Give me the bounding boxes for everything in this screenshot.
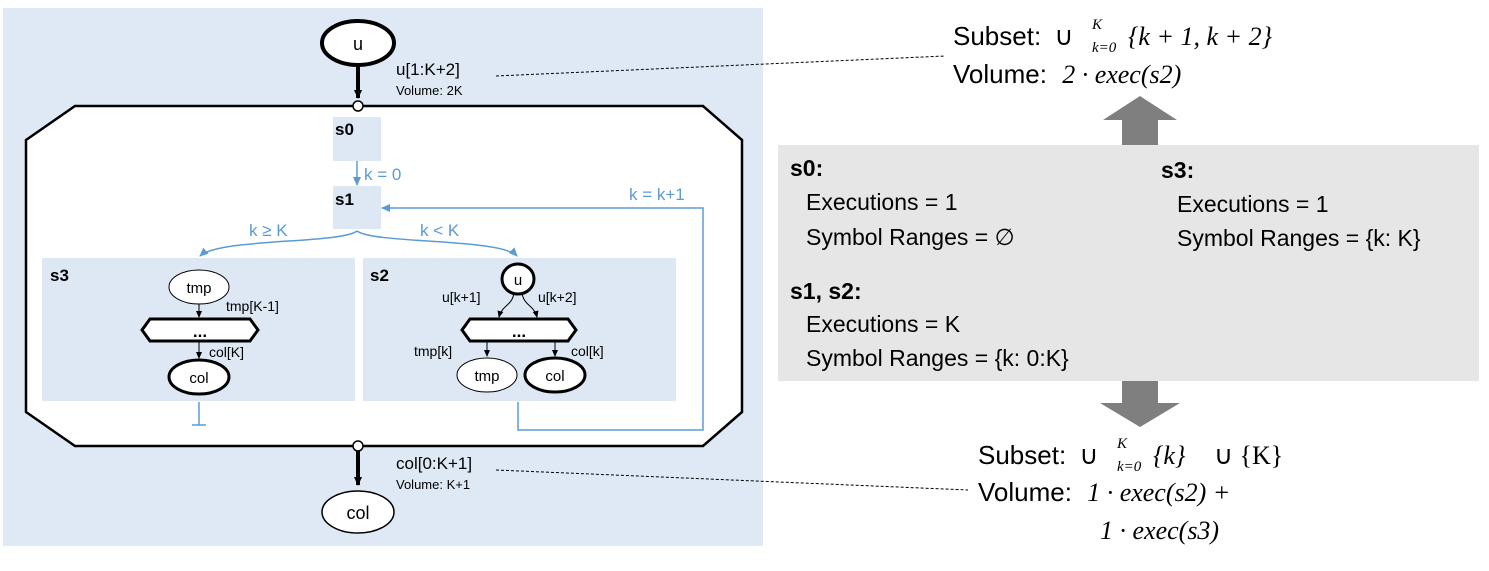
nested-sdfg-out-connector	[352, 440, 364, 452]
bottom-volume-line1: 1 · exec(s2) +	[1087, 478, 1230, 507]
edge-exit	[199, 230, 358, 257]
analysis-s3-title: s3:	[1161, 157, 1194, 183]
input-access-node[interactable]	[320, 19, 396, 67]
top-result-volume: Volume: 2 · exec(s2)	[953, 59, 1181, 89]
s3-in-memlet-label: tmp[K-1]	[226, 298, 279, 314]
s2-in-memlet-right-label: u[k+2]	[538, 289, 577, 305]
edge-increment	[381, 204, 704, 431]
s2-in-memlet-left-label: u[k+1]	[442, 289, 481, 305]
analysis-s0-title: s0:	[790, 155, 823, 181]
bottom-subset-union: ∪	[1079, 441, 1098, 470]
s2-col-node-label: col	[545, 368, 564, 385]
analysis-box	[778, 145, 1479, 381]
top-subset-set: {k + 1, k + 2}	[1128, 22, 1273, 51]
top-volume-expr: 2 · exec(s2)	[1062, 60, 1181, 89]
up-arrow	[1103, 96, 1177, 145]
output-memlet-volume: Volume: K+1	[396, 477, 470, 492]
s2-out-memlet-left-label: tmp[k]	[414, 343, 452, 359]
s2-tmp-node-label: tmp	[474, 368, 499, 385]
edge-increment-label: k = k+1	[629, 185, 685, 204]
s2-map[interactable]	[460, 317, 578, 343]
nested-sdfg-in-connector	[352, 100, 364, 112]
s3-map[interactable]	[140, 317, 260, 343]
edge-loop-label: k < K	[420, 221, 460, 240]
state-s0[interactable]	[333, 117, 381, 161]
s3-tmp-node-label: tmp	[186, 280, 211, 297]
s2-u-node-label: u	[514, 272, 522, 289]
down-arrow	[1100, 381, 1180, 427]
s2-map-label: ...	[512, 322, 526, 341]
analysis-s1s2-ranges: Symbol Ranges = {k: 0:K}	[806, 345, 1069, 371]
state-s2-label: s2	[370, 266, 389, 285]
bottom-volume-line2: 1 · exec(s3)	[1100, 516, 1219, 545]
s3-col-node-label: col	[189, 370, 208, 387]
top-subset-union: ∪	[1054, 22, 1073, 51]
s3-col-node[interactable]	[167, 358, 231, 396]
top-subset-label: Subset:	[953, 21, 1041, 51]
output-memlet-subset: col[0:K+1]	[396, 454, 472, 473]
edge-loop	[356, 230, 518, 257]
s2-in-memlet-left	[497, 292, 515, 318]
analysis-s1s2-executions: Executions = K	[806, 311, 961, 337]
state-s3-label: s3	[50, 266, 69, 285]
input-access-node-label: u	[353, 34, 363, 54]
input-memlet-volume: Volume: 2K	[396, 83, 463, 98]
bottom-subset-label: Subset:	[978, 440, 1066, 470]
analysis-s3-ranges: Symbol Ranges = {k: K}	[1177, 225, 1421, 251]
top-subset-sub: k=0	[1092, 40, 1117, 56]
analysis-s0-executions: Executions = 1	[806, 189, 958, 215]
output-access-node-label: col	[346, 503, 369, 523]
state-s0-label: s0	[335, 120, 354, 139]
analysis-s0-ranges: Symbol Ranges = ∅	[806, 224, 1015, 250]
analysis-s3-executions: Executions = 1	[1177, 191, 1329, 217]
bottom-subset-sup: K	[1116, 436, 1128, 452]
state-s1-label: s1	[335, 190, 354, 209]
analysis-s1s2-title: s1, s2:	[790, 278, 862, 304]
bottom-result-subset: Subset: ∪	[978, 440, 1098, 470]
top-volume-label: Volume:	[953, 59, 1047, 89]
bottom-subset-sub: k=0	[1117, 459, 1142, 475]
bottom-volume-label: Volume:	[978, 477, 1072, 507]
bottom-result-volume: Volume: 1 · exec(s2) +	[978, 477, 1230, 507]
bottom-callout-leader	[495, 469, 969, 491]
s2-out-memlet-right-label: col[k]	[571, 343, 604, 359]
top-result-subset: Subset: ∪	[953, 21, 1073, 51]
edge-exit-label: k ≥ K	[249, 221, 288, 240]
edge-init-label: k = 0	[364, 165, 401, 184]
s3-map-label: ...	[193, 322, 207, 341]
s2-in-memlet-right	[521, 292, 539, 318]
bottom-subset-tail: ∪ {K}	[1214, 441, 1283, 470]
s3-out-memlet-label: col[K]	[209, 344, 244, 360]
s2-u-node[interactable]	[500, 262, 536, 296]
s2-tmp-node[interactable]	[456, 357, 518, 393]
top-subset-sup: K	[1091, 17, 1103, 33]
state-s1[interactable]	[333, 186, 381, 229]
bottom-subset-set: {k}	[1153, 441, 1186, 470]
s2-col-node[interactable]	[523, 356, 587, 394]
input-memlet-subset: u[1:K+2]	[396, 60, 460, 79]
output-access-node[interactable]	[321, 490, 395, 534]
